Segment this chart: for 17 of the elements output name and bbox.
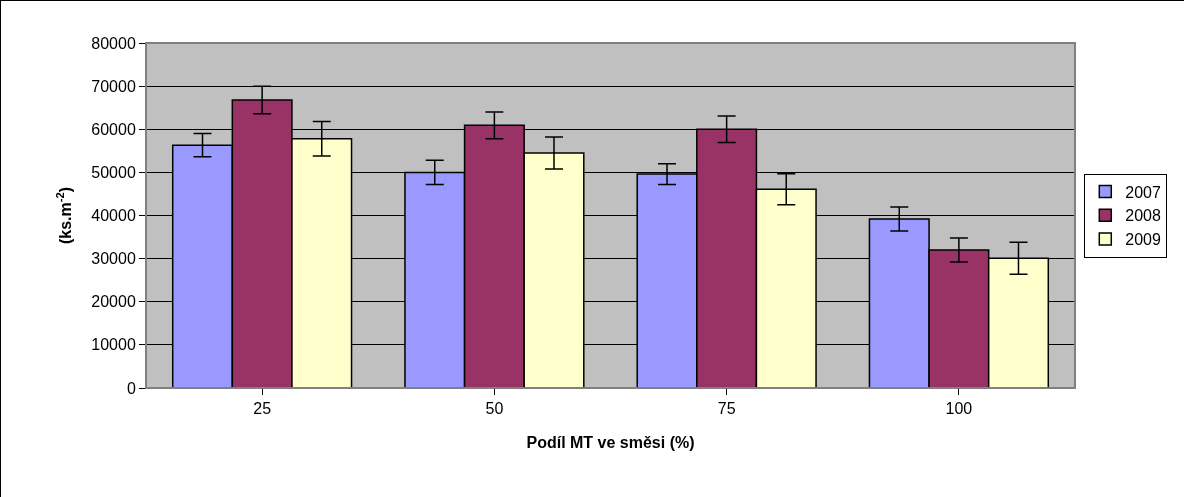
y-tick-label: 40000: [91, 207, 136, 225]
x-tick-label: 50: [485, 400, 504, 418]
y-tick-label: 50000: [91, 163, 136, 181]
y-tick-label: 30000: [91, 250, 136, 268]
y-tick-label: 60000: [91, 120, 136, 138]
x-axis-title: Podíl MT ve směsi (%): [526, 433, 695, 451]
x-tick-label: 100: [945, 400, 973, 418]
x-tick-label: 25: [253, 400, 272, 418]
legend-label: 2009: [1125, 231, 1161, 249]
y-tick-label: 70000: [91, 77, 136, 95]
y-tick-label: 80000: [91, 34, 136, 52]
y-tick-label: 20000: [91, 293, 136, 311]
legend-label: 2007: [1125, 183, 1161, 201]
y-tick-label: 0: [126, 379, 136, 397]
x-tick-label: 75: [717, 400, 736, 418]
y-tick-label: 10000: [91, 336, 136, 354]
legend-label: 2008: [1125, 207, 1161, 225]
